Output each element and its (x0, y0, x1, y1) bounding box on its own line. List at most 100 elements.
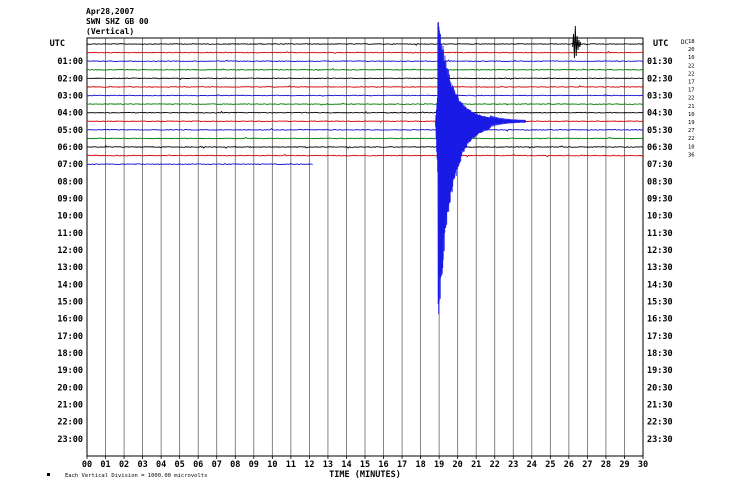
x-tick-label: 30 (638, 460, 648, 470)
x-tick-label: 00 (82, 460, 92, 470)
row-label-right: 22:30 (647, 418, 673, 428)
date-label: Apr28,2007 (86, 7, 135, 16)
row-label-left: 17:00 (57, 332, 83, 342)
x-tick-label: 24 (527, 460, 537, 470)
x-tick-label: 11 (286, 460, 296, 470)
row-label-right: 08:30 (647, 177, 673, 187)
row-label-right: 20:30 (647, 383, 673, 393)
row-label-left: 05:00 (57, 126, 83, 136)
small-event-waveform (572, 25, 582, 59)
row-label-left: 22:00 (57, 418, 83, 428)
x-tick-label: 27 (582, 460, 592, 470)
seismic-trace (86, 77, 644, 81)
row-label-right: 18:30 (647, 349, 673, 359)
dc-offset-value: 22 (688, 71, 695, 77)
seismic-trace (86, 136, 644, 140)
x-axis-title: TIME (MINUTES) (329, 470, 401, 480)
x-tick-label: 29 (619, 460, 629, 470)
seismic-trace (86, 102, 644, 106)
seismic-trace (86, 43, 644, 46)
x-tick-label: 25 (545, 460, 555, 470)
earthquake-waveform (434, 21, 527, 315)
footer-note: Each Vertical Division = 1000.00 microvo… (65, 473, 207, 479)
row-label-right: 06:30 (647, 143, 673, 153)
seismic-trace (86, 67, 644, 72)
row-label-right: 15:30 (647, 298, 673, 308)
row-label-left: 06:00 (57, 143, 83, 153)
row-label-right: 02:30 (647, 74, 673, 84)
row-label-left: 12:00 (57, 246, 83, 256)
x-tick-label: 12 (304, 460, 314, 470)
row-label-right: 03:30 (647, 92, 673, 102)
seismic-trace (86, 128, 644, 132)
row-label-left: 10:00 (57, 212, 83, 222)
dc-label: DC (681, 39, 689, 46)
footer-marker (47, 473, 50, 476)
row-label-left: 14:00 (57, 280, 83, 290)
row-label-left: 20:00 (57, 383, 83, 393)
dc-offset-value: 10 (688, 144, 695, 150)
row-label-left: 19:00 (57, 366, 83, 376)
row-label-right: 07:30 (647, 160, 673, 170)
x-tick-label: 07 (212, 460, 222, 470)
row-label-left: 15:00 (57, 298, 83, 308)
x-tick-label: 08 (230, 460, 240, 470)
row-label-left: 21:00 (57, 401, 83, 411)
dc-offset-value: 19 (688, 120, 695, 126)
row-label-right: 05:30 (647, 126, 673, 136)
x-tick-label: 13 (323, 460, 333, 470)
axis-labels: 01:00 02:00 03:00 04:00 05:00 06:00 07:00 08:00… (47, 39, 695, 480)
dc-offset-value: 10 (688, 112, 695, 118)
dc-offset-value: 27 (688, 128, 695, 134)
row-label-left: 03:00 (57, 92, 83, 102)
x-tick-label: 28 (601, 460, 611, 470)
row-label-left: 18:00 (57, 349, 83, 359)
seismic-trace (86, 50, 644, 54)
x-tick-label: 10 (267, 460, 277, 470)
dc-offset-value: 20 (688, 47, 695, 53)
seismic-trace (87, 59, 644, 63)
grid-lines (86, 37, 644, 459)
row-label-left: 16:00 (57, 315, 83, 325)
dc-offset-value: 22 (688, 136, 695, 142)
row-label-right: 13:30 (647, 263, 673, 273)
dc-offset-value: 17 (688, 80, 695, 86)
row-label-left: 01:00 (57, 57, 83, 67)
x-tick-label: 18 (415, 460, 425, 470)
row-label-right: 17:30 (647, 332, 673, 342)
dc-offset-value: 22 (688, 96, 695, 102)
dc-offset-value: 17 (688, 88, 695, 94)
row-label-right: 12:30 (647, 246, 673, 256)
row-label-right: 01:30 (647, 57, 673, 67)
row-label-right: 04:30 (647, 109, 673, 119)
seismic-trace (86, 93, 644, 97)
x-tick-label: 21 (471, 460, 481, 470)
x-tick-label: 17 (397, 460, 407, 470)
x-tick-label: 01 (100, 460, 110, 470)
seismic-trace (86, 110, 644, 114)
row-label-left: 11:00 (57, 229, 83, 239)
x-tick-label: 14 (341, 460, 351, 470)
row-label-right: 23:30 (647, 435, 673, 445)
seismic-trace (86, 145, 644, 149)
dc-offset-value: 21 (688, 104, 695, 110)
row-label-right: 21:30 (647, 401, 673, 411)
trace-group (86, 21, 644, 315)
seismic-trace (86, 153, 644, 158)
x-tick-label: 02 (119, 460, 129, 470)
x-tick-label: 05 (175, 460, 185, 470)
row-label-right: 16:30 (647, 315, 673, 325)
x-tick-label: 20 (453, 460, 463, 470)
dc-offset-value: 10 (688, 55, 695, 61)
x-tick-label: 06 (193, 460, 203, 470)
row-label-left: 08:00 (57, 177, 83, 187)
dc-offset-value: 18 (688, 39, 695, 45)
row-label-right: 19:30 (647, 366, 673, 376)
x-tick-label: 22 (490, 460, 500, 470)
x-tick-label: 26 (564, 460, 574, 470)
station-label: SWN SHZ GB 00 (86, 17, 149, 26)
dc-offset-value: 22 (688, 63, 695, 69)
row-label-left: 02:00 (57, 74, 83, 84)
